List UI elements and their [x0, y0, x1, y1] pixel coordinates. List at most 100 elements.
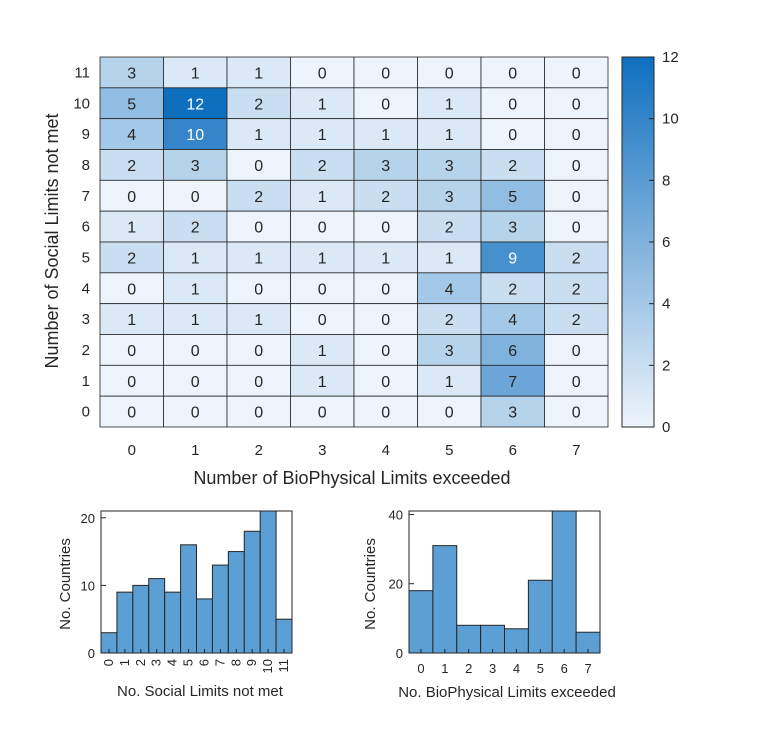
heatmap-cell-label: 1	[191, 65, 200, 82]
heatmap-cell-label: 1	[445, 127, 454, 144]
heatmap-x-tick-label: 3	[318, 442, 326, 459]
heatmap-cell-label: 2	[254, 96, 263, 113]
heatmap-x-tick-label: 4	[382, 442, 390, 459]
heatmap-cell-label: 0	[572, 405, 581, 422]
social-histogram-x-label: No. Social Limits not met	[117, 683, 284, 700]
heatmap-cell-label: 0	[127, 189, 136, 206]
heatmap-cell-label: 1	[191, 312, 200, 329]
social-histogram-bar	[133, 585, 149, 653]
heatmap-cell-label: 0	[191, 343, 200, 360]
heatmap-cell-label: 2	[127, 250, 136, 267]
biophysical-histogram-x-label: No. BioPhysical Limits exceeded	[398, 684, 616, 701]
heatmap-cell-label: 0	[572, 220, 581, 237]
heatmap-y-tick-label: 4	[82, 280, 90, 297]
heatmap-x-tick-label: 0	[128, 442, 136, 459]
social-histogram-y-tick-label: 10	[81, 578, 95, 593]
social-histogram-bar	[276, 619, 292, 653]
biophysical-histogram-x-tick-label: 5	[537, 661, 544, 676]
heatmap-cell-label: 3	[445, 189, 454, 206]
heatmap-cell-label: 0	[572, 343, 581, 360]
heatmap-cell-label: 2	[445, 312, 454, 329]
biophysical-histogram-bars	[409, 511, 600, 653]
heatmap-cell-label: 6	[508, 343, 517, 360]
heatmap-y-tick-label: 11	[74, 64, 90, 81]
heatmap-cell-label: 0	[127, 374, 136, 391]
social-histogram-x-tick-label: 5	[181, 659, 196, 666]
biophysical-histogram-x-tick-label: 4	[513, 661, 520, 676]
heatmap-cell-label: 2	[572, 312, 581, 329]
heatmap-cell-label: 0	[572, 127, 581, 144]
heatmap-cell-label: 0	[318, 312, 327, 329]
heatmap-y-tick-label: 3	[82, 311, 90, 328]
heatmap-cell-label: 0	[127, 405, 136, 422]
heatmap-cell-label: 3	[191, 158, 200, 175]
heatmap-cell-label: 1	[254, 312, 263, 329]
heatmap-cell-label: 1	[254, 65, 263, 82]
social-histogram-x-tick-label: 9	[244, 659, 259, 666]
colorbar-tick-label: 8	[662, 172, 670, 189]
heatmap-cell-label: 3	[445, 158, 454, 175]
biophysical-histogram-bar	[409, 591, 433, 653]
heatmap-cell-label: 0	[508, 96, 517, 113]
heatmap-cell-label: 0	[191, 374, 200, 391]
heatmap-y-tick-label: 0	[82, 404, 90, 421]
heatmap-cell-label: 0	[381, 220, 390, 237]
biophysical-histogram-bar	[457, 625, 481, 653]
colorbar-tick-label: 12	[662, 49, 679, 66]
social-histogram-y-tick-label: 0	[88, 646, 95, 661]
biophysical-histogram-bar	[552, 511, 576, 653]
social-histogram-bar	[149, 579, 165, 653]
heatmap-cell-label: 0	[381, 281, 390, 298]
heatmap-cell-label: 0	[572, 374, 581, 391]
heatmap-y-tick-label: 5	[82, 249, 90, 266]
heatmap-cell-label: 0	[381, 343, 390, 360]
heatmap-cell-label: 1	[254, 250, 263, 267]
biophysical-histogram-x-tick-label: 3	[489, 661, 496, 676]
heatmap-x-label: Number of BioPhysical Limits exceeded	[193, 468, 510, 488]
biophysical-histogram-y-tick-label: 20	[389, 577, 403, 592]
heatmap-cell-label: 0	[191, 405, 200, 422]
biophysical-histogram-y-label: No. Countries	[362, 538, 379, 630]
heatmap-y-tick-label: 8	[82, 157, 90, 174]
colorbar-tick-label: 2	[662, 357, 670, 374]
heatmap-cell-label: 5	[127, 96, 136, 113]
heatmap-y-tick-label: 7	[82, 188, 90, 205]
heatmap-cell-label: 1	[318, 127, 327, 144]
social-histogram-x-tick-label: 8	[228, 659, 243, 666]
heatmap-cell-label: 0	[254, 405, 263, 422]
social-histogram-bar	[165, 592, 181, 653]
biophysical-histogram-x-tick-label: 6	[561, 661, 568, 676]
heatmap-cell-label: 0	[254, 220, 263, 237]
social-histogram-x-tick-label: 11	[276, 659, 291, 673]
heatmap-x-tick-label: 5	[445, 442, 453, 459]
heatmap-cell-label: 3	[445, 343, 454, 360]
heatmap-cell-label: 0	[381, 405, 390, 422]
social-histogram-x-tick-label: 10	[260, 659, 275, 673]
heatmap-cell-label: 0	[318, 220, 327, 237]
social-histogram-x-tick-label: 2	[133, 659, 148, 666]
heatmap-cell-label: 2	[508, 281, 517, 298]
heatmap-cells: 3 1 1 0 0 0 0 05 12 2 1 0 1 0 04 10 1 1 1 1 0 02 3 0 2 3 3 2 00 0 2 1 2 3…	[100, 57, 608, 427]
biophysical-histogram-x-tick-label: 2	[465, 661, 472, 676]
social-histogram-x-tick-label: 4	[165, 659, 180, 666]
heatmap-cell-label: 12	[186, 96, 204, 113]
heatmap-cell-label: 1	[381, 127, 390, 144]
heatmap-cell-label: 2	[127, 158, 136, 175]
colorbar-tick-label: 6	[662, 234, 670, 251]
heatmap-cell-label: 4	[508, 312, 517, 329]
heatmap-chart: 3 1 1 0 0 0 0 05 12 2 1 0 1 0 04 10 1 1 1 1 0 02 3 0 2 3 3 2 00 0 2 1 2 3…	[42, 57, 608, 488]
heatmap-cell-label: 0	[191, 189, 200, 206]
heatmap-cell-label: 2	[445, 220, 454, 237]
heatmap-cell-label: 1	[127, 312, 136, 329]
heatmap-x-tick-label: 6	[509, 442, 517, 459]
heatmap-cell-label: 0	[318, 281, 327, 298]
heatmap-cell-label: 0	[445, 65, 454, 82]
heatmap-y-label: Number of Social Limits not met	[42, 113, 62, 368]
heatmap-cell-label: 0	[127, 281, 136, 298]
biophysical-histogram-y-tick-label: 0	[396, 646, 403, 661]
heatmap-cell-label: 1	[254, 127, 263, 144]
heatmap-cell-label: 0	[254, 343, 263, 360]
heatmap-cell-label: 1	[445, 96, 454, 113]
